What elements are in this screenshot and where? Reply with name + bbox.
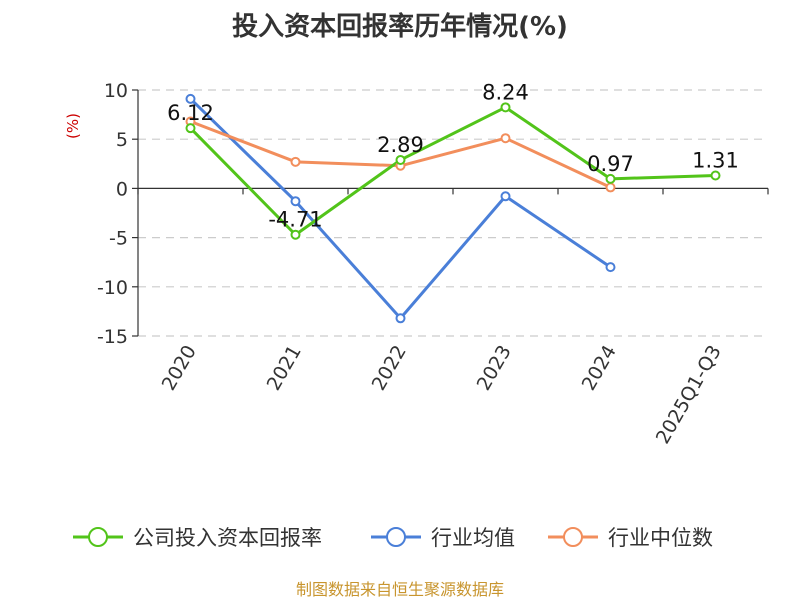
- y-tick-labels: 10 5 0 -5 -10 -15: [97, 80, 128, 348]
- legend-label: 行业中位数: [608, 526, 713, 550]
- y-tick-label: -10: [97, 277, 128, 299]
- chart-title: 投入资本回报率历年情况(%): [232, 12, 568, 42]
- data-point: [500, 133, 511, 144]
- data-labels: 6.12 -4.71 2.89 8.24 0.97 1.31: [167, 80, 739, 231]
- y-tick-label: 5: [116, 129, 128, 151]
- y-tick-label: 10: [104, 80, 128, 102]
- data-point: [290, 229, 301, 240]
- data-point: [395, 154, 406, 165]
- data-label: 2.89: [377, 133, 424, 157]
- data-point: [710, 170, 721, 181]
- data-point: [605, 173, 616, 184]
- data-point: [185, 93, 196, 104]
- y-tick-label: -5: [109, 228, 128, 250]
- legend-label: 行业均值: [431, 526, 515, 550]
- source-footer: 制图数据来自恒生聚源数据库: [295, 580, 504, 599]
- y-axis-label: (%): [64, 113, 82, 139]
- data-point: [395, 313, 406, 324]
- legend-item: 公司投入资本回报率: [73, 526, 322, 550]
- series-line: [189, 105, 716, 237]
- legend-label: 公司投入资本回报率: [133, 526, 322, 550]
- x-tick-label: 2025Q1-Q3: [652, 342, 726, 448]
- data-point: [500, 102, 511, 113]
- x-tick-label: 2021: [263, 342, 306, 395]
- data-point: [605, 182, 616, 193]
- legend-marker: [563, 527, 583, 547]
- x-tick-labels: 2020 2021 2022 2023 2024 2025Q1-Q3: [158, 342, 726, 448]
- legend-item: 行业中位数: [548, 526, 713, 550]
- data-point: [500, 191, 511, 202]
- data-label: 0.97: [587, 152, 634, 176]
- data-point: [290, 156, 301, 167]
- data-point: [290, 196, 301, 207]
- legend-marker: [386, 527, 406, 547]
- data-label: 8.24: [482, 80, 529, 104]
- data-label: -4.71: [268, 208, 322, 232]
- y-tick-label: -15: [97, 326, 128, 348]
- series-points: [185, 93, 721, 324]
- axes: [132, 89, 769, 337]
- data-label: 6.12: [167, 101, 214, 125]
- x-tick-label: 2022: [368, 342, 411, 395]
- data-label: 1.31: [692, 149, 739, 173]
- x-tick-label: 2023: [473, 342, 516, 395]
- legend-item: 行业均值: [371, 526, 515, 550]
- grid-lines: [138, 89, 768, 337]
- data-point: [185, 123, 196, 134]
- series-line: [189, 97, 612, 320]
- x-tick-label: 2024: [578, 342, 621, 395]
- x-tick-label: 2020: [158, 342, 201, 395]
- legend-marker: [88, 527, 108, 547]
- legend: 公司投入资本回报率 行业均值 行业中位数: [73, 526, 713, 550]
- data-point: [605, 262, 616, 273]
- y-tick-label: 0: [116, 178, 128, 200]
